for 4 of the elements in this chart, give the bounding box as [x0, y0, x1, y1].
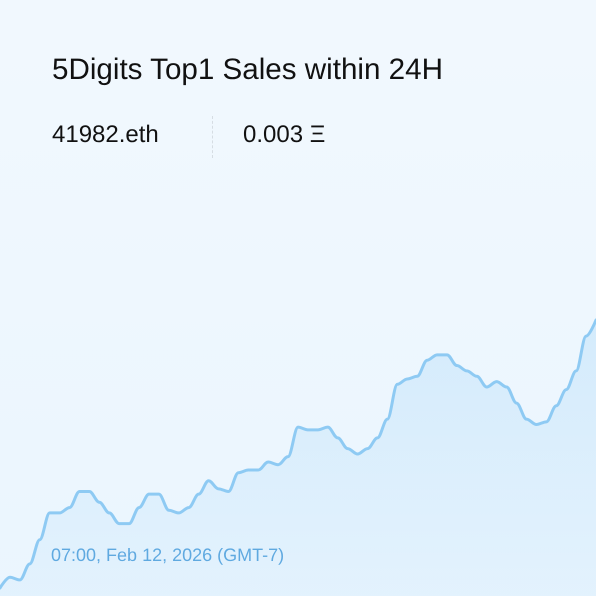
text: 0.003 Ξ: [243, 121, 326, 148]
text: 41982.eth: [52, 121, 159, 148]
chart-title: 5Digits Top1 Sales within 24H: [52, 53, 443, 86]
annotation: 07:00, Feb 12, 2026 (GMT-7): [51, 545, 284, 565]
